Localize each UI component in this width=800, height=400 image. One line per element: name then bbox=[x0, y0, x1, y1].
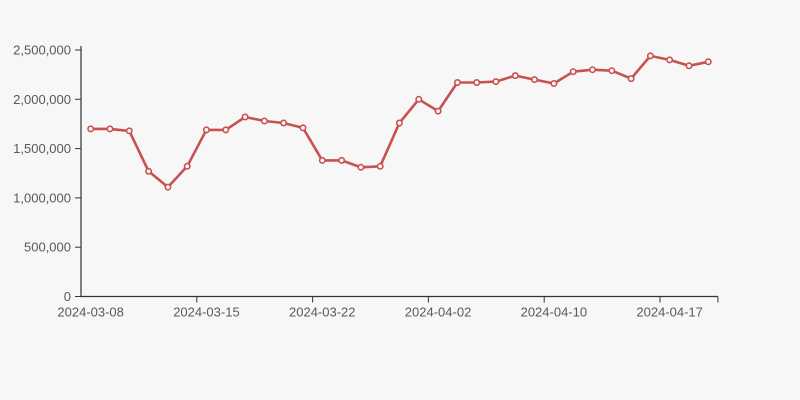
x-axis-tick-label: 2024-03-08 bbox=[57, 305, 124, 320]
data-point-marker[interactable] bbox=[666, 56, 674, 64]
data-point-marker[interactable] bbox=[646, 52, 654, 60]
data-point-marker[interactable] bbox=[588, 66, 596, 74]
data-point-marker[interactable] bbox=[106, 125, 114, 133]
data-point-marker[interactable] bbox=[627, 75, 635, 83]
data-point-marker[interactable] bbox=[87, 125, 95, 133]
data-point-marker[interactable] bbox=[395, 119, 403, 127]
data-point-marker[interactable] bbox=[280, 119, 288, 127]
data-point-marker[interactable] bbox=[550, 80, 558, 88]
x-axis-tick-label: 2024-04-10 bbox=[521, 305, 588, 320]
data-point-marker[interactable] bbox=[145, 167, 153, 175]
y-axis-tick-label: 0 bbox=[64, 289, 71, 304]
data-point-marker[interactable] bbox=[338, 156, 346, 164]
data-point-marker[interactable] bbox=[125, 127, 133, 135]
data-point-marker[interactable] bbox=[511, 72, 519, 80]
data-point-marker[interactable] bbox=[376, 162, 384, 170]
data-point-marker[interactable] bbox=[260, 117, 268, 125]
data-point-marker[interactable] bbox=[453, 79, 461, 87]
data-point-marker[interactable] bbox=[357, 163, 365, 171]
data-point-marker[interactable] bbox=[704, 58, 712, 66]
y-axis-tick-label: 1,000,000 bbox=[13, 190, 71, 205]
y-axis-tick-label: 500,000 bbox=[24, 240, 71, 255]
x-axis-tick-label: 2024-03-15 bbox=[173, 305, 240, 320]
data-point-marker[interactable] bbox=[241, 113, 249, 121]
data-point-marker[interactable] bbox=[202, 126, 210, 134]
data-point-marker[interactable] bbox=[685, 62, 693, 70]
data-point-marker[interactable] bbox=[164, 183, 172, 191]
x-axis-tick-label: 2024-03-22 bbox=[289, 305, 356, 320]
x-axis-tick-label: 2024-04-02 bbox=[405, 305, 472, 320]
data-point-marker[interactable] bbox=[415, 95, 423, 103]
data-point-marker[interactable] bbox=[492, 78, 500, 86]
y-axis-tick-label: 1,500,000 bbox=[13, 141, 71, 156]
data-point-marker[interactable] bbox=[183, 162, 191, 170]
data-point-marker[interactable] bbox=[569, 68, 577, 76]
data-point-marker[interactable] bbox=[434, 107, 442, 115]
y-axis-tick-label: 2,000,000 bbox=[13, 92, 71, 107]
data-point-marker[interactable] bbox=[318, 156, 326, 164]
data-point-marker[interactable] bbox=[222, 126, 230, 134]
data-point-marker[interactable] bbox=[299, 124, 307, 132]
y-axis-tick-label: 2,500,000 bbox=[13, 43, 71, 58]
data-point-marker[interactable] bbox=[608, 67, 616, 75]
data-point-marker[interactable] bbox=[530, 76, 538, 84]
x-axis-tick-label: 2024-04-17 bbox=[636, 305, 703, 320]
data-point-marker[interactable] bbox=[473, 79, 481, 87]
